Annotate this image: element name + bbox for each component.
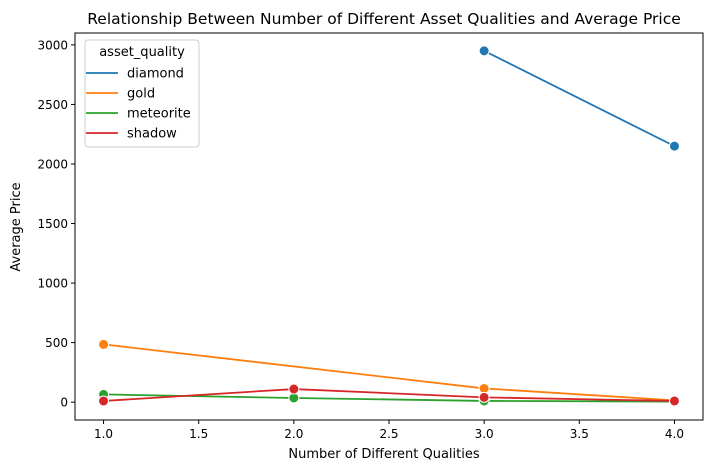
data-point-shadow [478, 391, 490, 403]
x-axis-label: Number of Different Qualities [288, 447, 479, 462]
series-line-meteorite [103, 393, 675, 403]
x-tick-label: 2.0 [284, 427, 303, 441]
x-tick-label: 3.5 [570, 427, 589, 441]
legend-label-meteorite: meteorite [127, 107, 191, 122]
data-point-diamond [478, 45, 490, 57]
data-point-shadow [668, 395, 680, 407]
series-line-shadow [103, 388, 675, 402]
y-axis-ticks: 0 500 1000 1500 2000 2500 3000 [37, 38, 75, 410]
legend-title: asset_quality [99, 45, 185, 60]
series-line-diamond [483, 50, 675, 147]
y-tick-label: 1500 [37, 217, 68, 231]
x-tick-label: 1.5 [189, 427, 208, 441]
x-tick-label: 3.0 [475, 427, 494, 441]
y-tick-label: 0 [60, 396, 68, 410]
legend-box [84, 39, 200, 148]
data-point-gold [98, 338, 110, 350]
data-point-diamond [668, 140, 680, 152]
legend: asset_quality diamond gold meteorite shadow [84, 39, 200, 148]
data-point-shadow [98, 395, 110, 407]
x-tick-label: 2.5 [379, 427, 398, 441]
x-tick-label: 4.0 [665, 427, 684, 441]
data-point-shadow [288, 383, 300, 395]
x-tick-label: 1.0 [94, 427, 113, 441]
legend-label-diamond: diamond [127, 67, 184, 82]
plot-frame [74, 32, 704, 421]
legend-label-gold: gold [127, 87, 155, 102]
y-tick-label: 2500 [37, 98, 68, 112]
y-tick-label: 2000 [37, 157, 68, 171]
y-tick-label: 3000 [37, 38, 68, 52]
legend-label-shadow: shadow [127, 127, 177, 142]
series-layer [98, 45, 680, 408]
chart-title: Relationship Between Number of Different… [87, 10, 681, 28]
y-tick-label: 1000 [37, 277, 68, 291]
x-axis-ticks: 1.0 1.5 2.0 2.5 3.0 3.5 4.0 [94, 420, 684, 441]
y-axis-label: Average Price [9, 182, 24, 271]
y-tick-label: 500 [45, 336, 68, 350]
